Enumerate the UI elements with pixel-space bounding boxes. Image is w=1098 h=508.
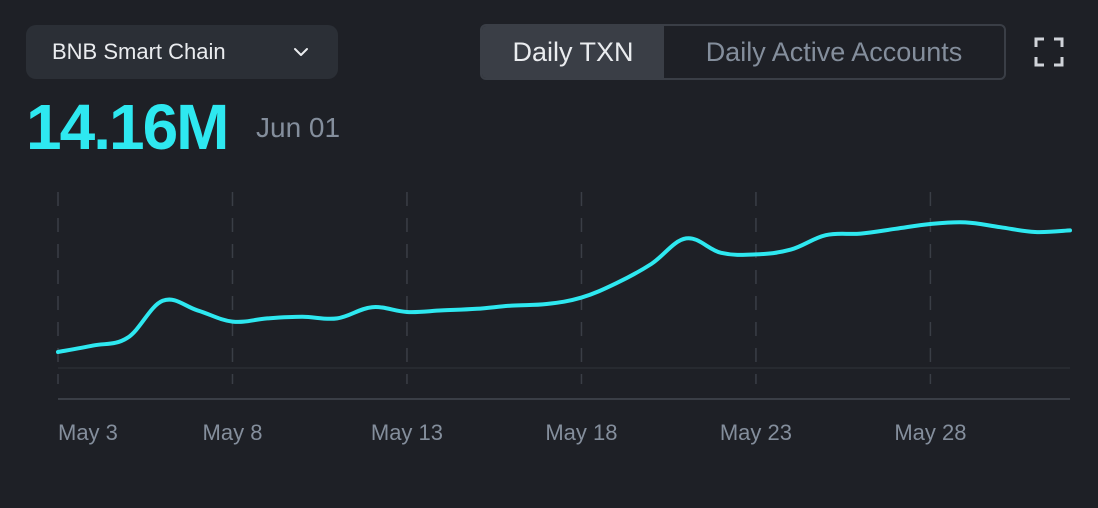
grid-lines xyxy=(57,192,932,384)
tab-daily-txn[interactable]: Daily TXN xyxy=(482,26,664,78)
x-tick-label: May 13 xyxy=(371,420,443,445)
fullscreen-icon[interactable] xyxy=(1034,37,1064,67)
highlight-value: 14.16M xyxy=(26,91,229,163)
chain-selector-label: BNB Smart Chain xyxy=(52,39,226,64)
x-tick-label: May 23 xyxy=(720,420,792,445)
tab-daily-active-accounts[interactable]: Daily Active Accounts xyxy=(705,36,963,67)
highlight-date: Jun 01 xyxy=(256,112,341,143)
x-tick-label: May 3 xyxy=(58,420,118,445)
x-tick-label: May 28 xyxy=(894,420,966,445)
x-tick-label: May 18 xyxy=(545,420,617,445)
metric-tabs: Daily TXN Daily Active Accounts xyxy=(480,24,1006,80)
series-line-daily-txn xyxy=(56,220,1072,354)
x-axis-ticks: May 3 May 8 May 13 May 18 May 23 May 28 xyxy=(58,420,966,445)
chain-selector[interactable]: BNB Smart Chain xyxy=(26,25,338,79)
chevron-down-icon xyxy=(294,48,308,56)
x-tick-label: May 8 xyxy=(203,420,263,445)
